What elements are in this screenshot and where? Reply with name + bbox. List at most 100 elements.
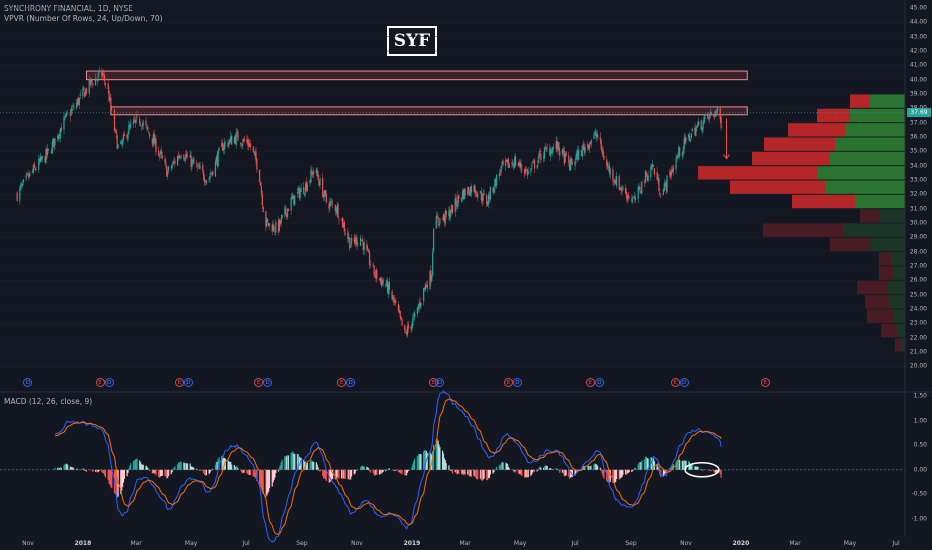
dividend-marker[interactable]: D [594,378,604,387]
earnings-marker[interactable]: E [254,378,264,387]
macd-histogram-bar [394,469,396,472]
candle-body [569,162,571,171]
dividend-marker[interactable]: D [346,378,356,387]
candle-body [559,151,561,156]
candle-body [470,186,473,193]
candle-body [620,187,622,190]
candle-body [236,131,238,133]
candle-body [284,208,286,215]
macd-histogram-bar [464,469,466,476]
macd-histogram-bar [419,453,421,470]
earnings-marker[interactable]: E [503,378,513,387]
candle-body [39,156,42,162]
macd-histogram-bar [429,451,431,470]
candle-body [700,120,702,130]
dividend-marker[interactable]: D [23,378,33,387]
volume-profile-down-bar [879,252,891,266]
macd-histogram-bar [222,457,225,470]
dividend-marker[interactable]: D [183,378,193,387]
macd-histogram-bar [719,469,721,475]
macd-histogram-bar [400,469,402,474]
candle-body [235,132,237,146]
time-tick-label: Mar [789,540,801,547]
volume-profile-up-bar [845,123,905,137]
macd-histogram-bar [475,469,477,479]
macd-histogram-bar [602,469,604,477]
candle-body [176,156,179,166]
price-axis[interactable]: 45.0044.0043.0042.0041.0040.0039.0038.00… [905,0,932,550]
macd-histogram-bar [622,469,624,475]
macd-histogram-bar [647,458,649,470]
candle-body [275,221,277,233]
candle-body [429,271,431,289]
macd-histogram-bar [382,469,384,472]
candle-body [622,186,624,190]
macd-histogram-bar [574,469,576,476]
macd-histogram-bar [234,466,236,470]
ticker-annotation: SYF [387,26,437,56]
candle-body [676,156,678,159]
macd-histogram-bar [480,469,482,481]
macd-histogram-bar [399,469,401,474]
macd-histogram-bar [141,464,144,470]
macd-histogram-bar [681,460,683,470]
candle-body [253,151,255,153]
macd-histogram-bar [685,460,687,470]
candle-body [469,192,471,196]
candle-body [64,116,66,118]
candle-body [367,250,369,251]
macd-histogram-bar [171,469,173,473]
candle-body [227,143,229,147]
candle-body [414,312,416,318]
macd-histogram-bar [142,464,144,470]
candle-body [612,169,614,181]
candle-body [272,224,274,232]
dividend-marker[interactable]: D [679,378,689,387]
macd-histogram-bar [670,465,673,470]
time-axis[interactable]: Nov 2018 Mar May Jul Sep Nov 2019 Mar May Jul Sep No… [0,537,905,550]
signal-line [54,398,722,535]
earnings-marker[interactable]: E [670,378,680,387]
last-price-label: 37.69 [907,108,931,118]
earnings-marker[interactable]: E [760,378,770,387]
macd-histogram-bar [506,463,509,470]
macd-histogram-bar [435,439,437,470]
earnings-marker[interactable]: E [95,378,105,387]
dividend-marker[interactable]: D [512,378,522,387]
macd-histogram-bar [126,469,128,477]
candle-body [544,147,546,150]
candle-body [708,114,710,120]
macd-histogram-bar [608,469,610,483]
macd-histogram-bar [363,466,365,470]
macd-histogram-bar [677,459,679,470]
macd-histogram-bar [526,469,528,478]
candle-body [691,128,693,132]
candle-body [348,237,350,240]
candle-body [287,208,290,212]
earnings-marker[interactable]: E [337,378,347,387]
earnings-marker[interactable]: E [585,378,595,387]
candle-body [386,280,388,286]
price-tick-label: 35.00 [909,147,927,155]
price-tick-label: 37.00 [909,119,927,127]
candle-body [410,326,412,329]
macd-histogram-bar [423,450,426,470]
earnings-marker[interactable]: E [174,378,184,387]
candle-body [419,302,421,306]
volume-profile-down-bar [763,223,843,237]
dividend-marker[interactable]: D [435,378,445,387]
candle-body [404,325,406,331]
dividend-marker[interactable]: D [263,378,273,387]
macd-histogram-bar [121,469,124,488]
candle-body [343,222,345,232]
candle-body [543,148,546,159]
candle-body [406,326,409,336]
macd-histogram-bar [58,468,61,470]
macd-histogram-bar [273,469,275,481]
dividend-marker[interactable]: D [104,378,114,387]
price-tick-label: 26.00 [909,276,927,284]
time-tick-label: Sep [296,540,308,547]
volume-profile-up-bar [893,266,905,280]
macd-histogram-bar [492,469,494,474]
